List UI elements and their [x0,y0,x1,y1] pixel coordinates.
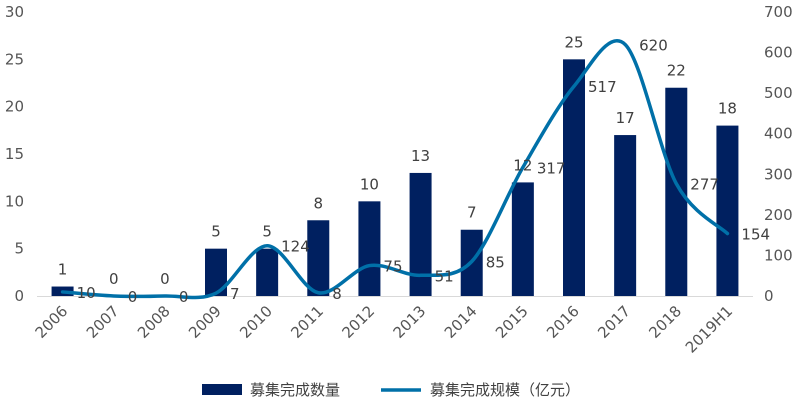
x-tick-label: 2011 [287,302,327,342]
x-tick-label: 2016 [543,302,583,342]
line-data-label: 154 [741,226,770,244]
bar-data-label: 22 [667,62,686,80]
line-data-label: 8 [332,285,342,303]
x-tick-label: 2012 [339,302,379,342]
bar [563,59,585,297]
y-left-tick-label: 10 [5,192,24,210]
y-right-tick-label: 300 [764,165,793,183]
x-tick-label: 2017 [594,302,634,342]
line-point [367,264,371,268]
x-tick-label: 2009 [185,302,225,342]
line-point [214,291,218,295]
bar-data-label: 5 [211,223,221,241]
y-left-tick-label: 0 [14,287,24,305]
bar-data-label: 25 [564,33,583,51]
line-data-label: 51 [435,267,454,285]
bar-data-label: 10 [360,175,379,193]
bar [358,201,381,296]
bar [409,172,432,296]
bar-data-label: 12 [513,156,532,174]
line-data-label: 317 [537,159,566,177]
bar-data-label: 7 [467,204,477,222]
y-right-tick-label: 100 [764,246,793,264]
x-tick-label: 2014 [441,302,481,342]
y-right-tick-label: 0 [764,287,774,305]
y-right-tick-label: 200 [764,206,793,224]
line-point [572,84,576,88]
line-data-label: 620 [639,36,668,54]
line-point [725,232,729,236]
x-tick-label: 2006 [32,302,72,342]
line-point [521,165,525,169]
y-left-tick-label: 25 [5,50,24,68]
line-data-label: 517 [588,78,617,96]
y-right-tick-label: 400 [764,125,793,143]
line-point [265,244,269,248]
x-tick-label: 2015 [492,302,532,342]
y-left-tick-label: 20 [5,98,24,116]
line-data-label: 10 [77,284,96,302]
y-left-tick-label: 5 [14,240,24,258]
bar [665,87,688,296]
line-data-label: 0 [179,288,189,306]
line-point [163,294,167,298]
line-point [470,260,474,264]
line-point [623,42,627,46]
y-left-tick-label: 15 [5,145,24,163]
y-right-tick-label: 700 [764,3,793,21]
bar [511,182,534,296]
line-data-label: 75 [383,258,402,276]
bar-data-label: 13 [411,147,430,165]
bar-data-label: 5 [262,223,272,241]
line-point [316,291,320,295]
bar-data-label: 0 [160,270,170,288]
y-right-tick-label: 500 [764,84,793,102]
bar [256,248,279,296]
line-point [419,273,423,277]
legend-bar-label: 募集完成数量 [250,381,340,399]
x-tick-label: 2018 [645,302,685,342]
line-data-label: 0 [128,288,138,306]
x-tick-label: 2007 [83,302,123,342]
bar-data-label: 0 [109,270,119,288]
bar [716,125,739,296]
line-point [61,290,65,294]
line-data-label: 85 [486,254,505,272]
bar-data-label: 1 [58,261,68,279]
x-tick-label: 2019H1 [682,302,736,356]
line-point [112,294,116,298]
x-tick-label: 2013 [390,302,430,342]
bar-data-label: 8 [314,194,324,212]
y-right-tick-label: 600 [764,44,793,62]
legend-bar-swatch [202,384,242,395]
line-data-label: 7 [230,285,240,303]
line-data-label: 277 [690,176,719,194]
bar [614,135,637,296]
bar-data-label: 18 [718,100,737,118]
bar [307,220,330,296]
legend-line-label: 募集完成规模（亿元） [430,381,580,399]
bar [205,248,227,296]
y-left-tick-label: 30 [5,3,24,21]
x-tick-label: 2008 [134,302,174,342]
x-tick-label: 2010 [236,302,276,342]
line-point [674,182,678,186]
line-data-label: 124 [281,238,310,256]
bar-data-label: 17 [616,109,635,127]
